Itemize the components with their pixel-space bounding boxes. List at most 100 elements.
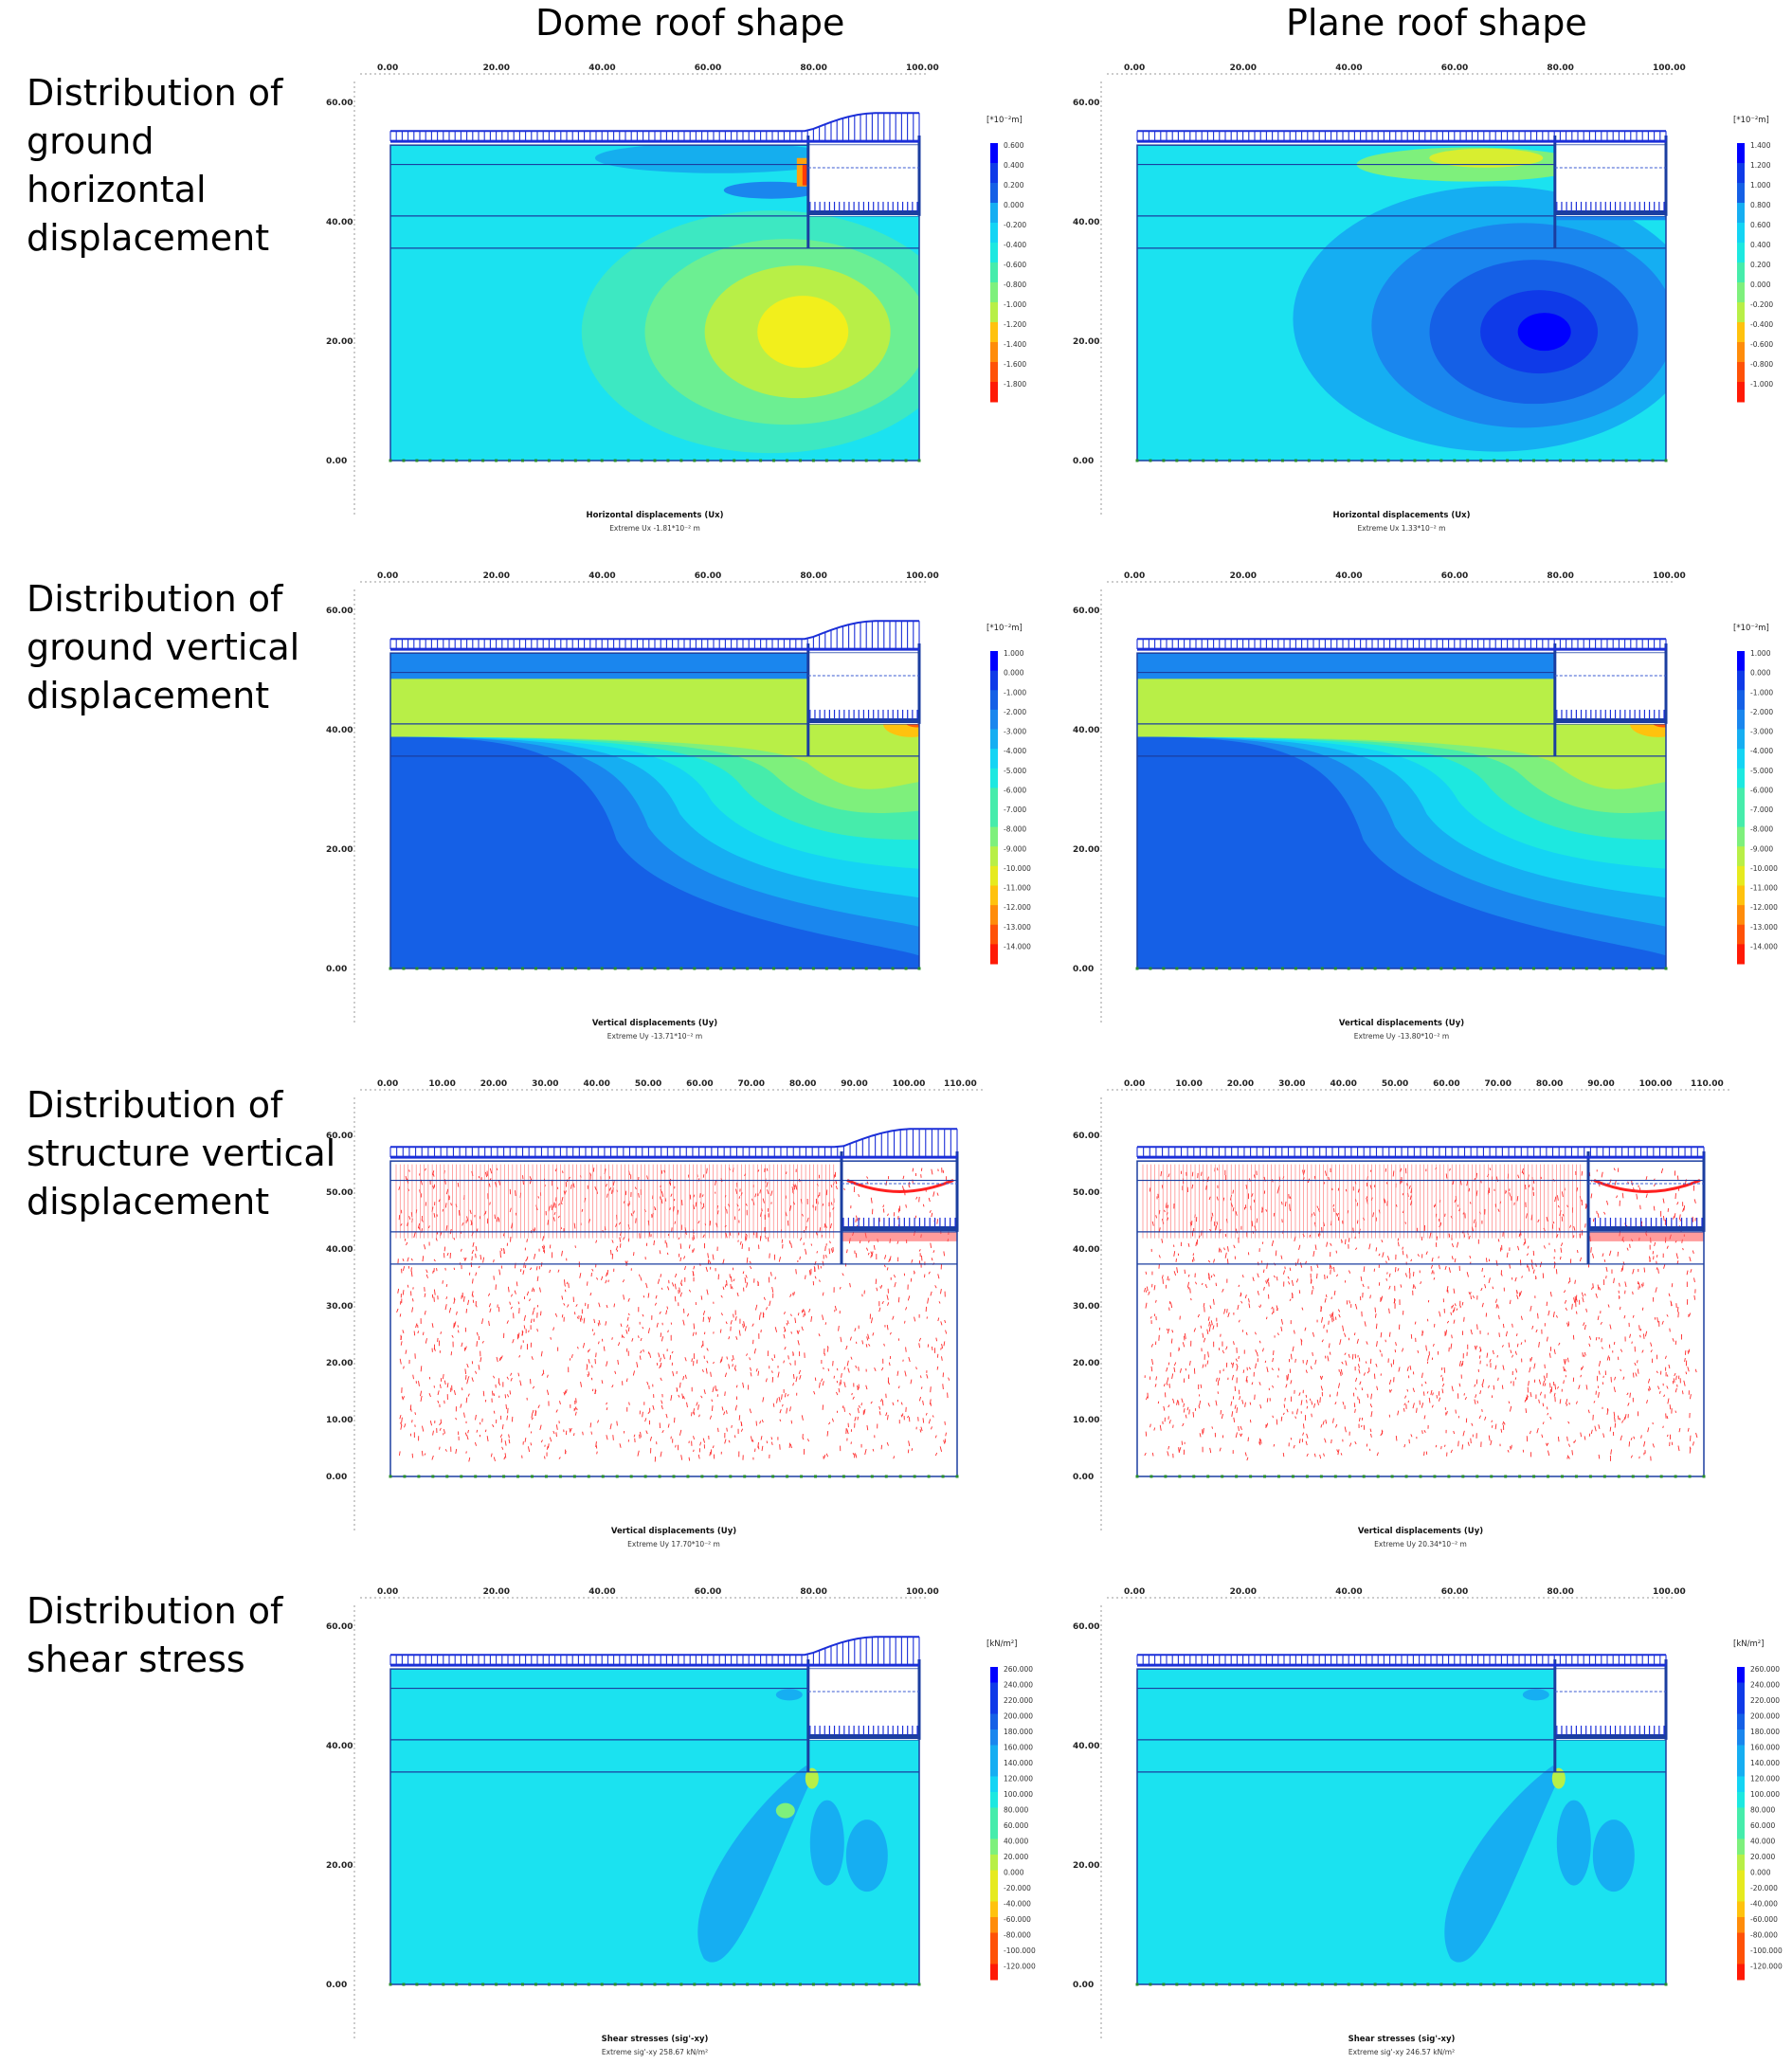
displacement-arrow: [465, 1375, 466, 1380]
fixity-marker: [1638, 968, 1641, 970]
fixity-marker: [1506, 460, 1509, 462]
legend-value: 0.600: [1004, 141, 1024, 150]
x-tick-label: 30.00: [532, 1079, 558, 1089]
fixity-marker: [495, 968, 498, 970]
displacement-arrow: [1283, 1453, 1284, 1457]
displacement-arrow: [1375, 1308, 1376, 1313]
fixity-marker: [759, 1983, 762, 1986]
fixity-marker: [1175, 968, 1178, 970]
fixity-marker: [1638, 460, 1641, 462]
x-tick-label: 110.00: [944, 1079, 977, 1089]
x-tick-label: 50.00: [635, 1079, 661, 1089]
displacement-arrow: [1458, 1440, 1459, 1446]
contour-base: [1069, 1577, 1792, 2060]
fixity-marker: [800, 1476, 803, 1478]
roof-load-line: [390, 113, 919, 131]
legend-value: -7.000: [1750, 806, 1773, 814]
legend-value: -1.600: [1004, 360, 1026, 369]
displacement-arrow: [820, 1227, 821, 1231]
fixity-marker: [460, 1476, 462, 1478]
displacement-arrow: [1644, 1268, 1645, 1273]
fixity-marker: [1374, 968, 1377, 970]
displacement-arrow: [454, 1323, 455, 1329]
displacement-arrow: [1357, 1221, 1358, 1224]
fixity-marker: [1249, 1476, 1252, 1478]
displacement-arrow: [495, 1215, 496, 1220]
contour-band: [1137, 653, 1555, 679]
fixity-marker: [1241, 460, 1244, 462]
displacement-arrow: [1218, 1380, 1219, 1385]
displacement-arrow: [612, 1337, 613, 1339]
displacement-arrow: [852, 1393, 853, 1395]
fixity-marker: [659, 1476, 661, 1478]
displacement-arrow: [1190, 1288, 1191, 1293]
y-tick-label: 20.00: [326, 845, 353, 855]
displacement-arrow: [1407, 1255, 1408, 1258]
fixity-marker: [892, 1983, 895, 1986]
fixity-marker: [1162, 968, 1165, 970]
displacement-arrow: [742, 1243, 743, 1248]
fixity-marker: [878, 460, 881, 462]
legend-swatch: [1737, 905, 1745, 925]
fixity-marker: [1149, 460, 1151, 462]
fixity-marker: [1255, 460, 1258, 462]
legend-swatch: [990, 1698, 998, 1714]
legend-value: 260.000: [1004, 1665, 1033, 1674]
legend-value: -6.000: [1004, 786, 1026, 794]
fixity-marker: [1241, 968, 1244, 970]
legend-swatch: [1737, 807, 1745, 827]
contour-band: [1518, 313, 1571, 351]
displacement-arrow: [1331, 1313, 1332, 1317]
displacement-arrow: [1332, 1318, 1333, 1322]
displacement-arrow: [1273, 1350, 1274, 1355]
legend-swatch: [1737, 866, 1745, 886]
plot-caption: Vertical displacements (Uy): [1358, 1527, 1483, 1536]
legend-swatch: [990, 925, 998, 945]
fixity-marker: [1215, 460, 1218, 462]
y-tick-label: 60.00: [1073, 1132, 1099, 1141]
legend-value: -1.000: [1004, 300, 1026, 309]
x-tick-label: 0.00: [377, 571, 398, 581]
fixity-marker: [1612, 460, 1615, 462]
y-tick-label: 50.00: [326, 1188, 353, 1198]
y-tick-label: 60.00: [1073, 607, 1099, 616]
x-tick-label: 80.00: [1536, 1079, 1563, 1089]
legend-value: 0.400: [1004, 161, 1024, 170]
displacement-arrow: [433, 1271, 434, 1274]
displacement-arrow: [774, 1354, 775, 1358]
displacement-arrow: [876, 1278, 877, 1283]
fixity-marker: [468, 968, 471, 970]
displacement-arrow: [1498, 1378, 1499, 1381]
displacement-arrow: [1316, 1274, 1317, 1278]
x-tick-label: 100.00: [906, 571, 939, 581]
legend-value: -3.000: [1004, 728, 1026, 736]
displacement-arrow: [667, 1253, 668, 1255]
displacement-arrow: [710, 1221, 711, 1225]
x-tick-label: 0.00: [1124, 1587, 1145, 1597]
legend-swatch: [1737, 846, 1745, 866]
fixity-marker: [495, 460, 498, 462]
displacement-arrow: [1568, 1321, 1569, 1325]
fixity-marker: [1420, 1476, 1422, 1478]
fixity-marker: [1348, 1983, 1350, 1986]
legend-swatch: [990, 282, 998, 303]
fixity-marker: [1308, 460, 1311, 462]
displacement-arrow: [458, 1183, 459, 1187]
fixity-marker: [679, 968, 682, 970]
x-tick-label: 40.00: [1330, 1079, 1356, 1089]
legend-value: -9.000: [1004, 844, 1026, 853]
fixity-marker: [1281, 1983, 1284, 1986]
legend-value: -6.000: [1750, 786, 1773, 794]
x-tick-label: 100.00: [1653, 1587, 1686, 1597]
legend-swatch: [990, 788, 998, 807]
fixity-marker: [1192, 1476, 1195, 1478]
fixity-marker: [865, 460, 868, 462]
fixity-marker: [1625, 460, 1628, 462]
x-tick-label: 110.00: [1691, 1079, 1724, 1089]
legend-value: -12.000: [1750, 903, 1778, 912]
displacement-arrow: [454, 1268, 455, 1270]
fixity-marker: [814, 1476, 817, 1478]
fixity-marker: [1162, 460, 1165, 462]
fixity-marker: [630, 1476, 633, 1478]
